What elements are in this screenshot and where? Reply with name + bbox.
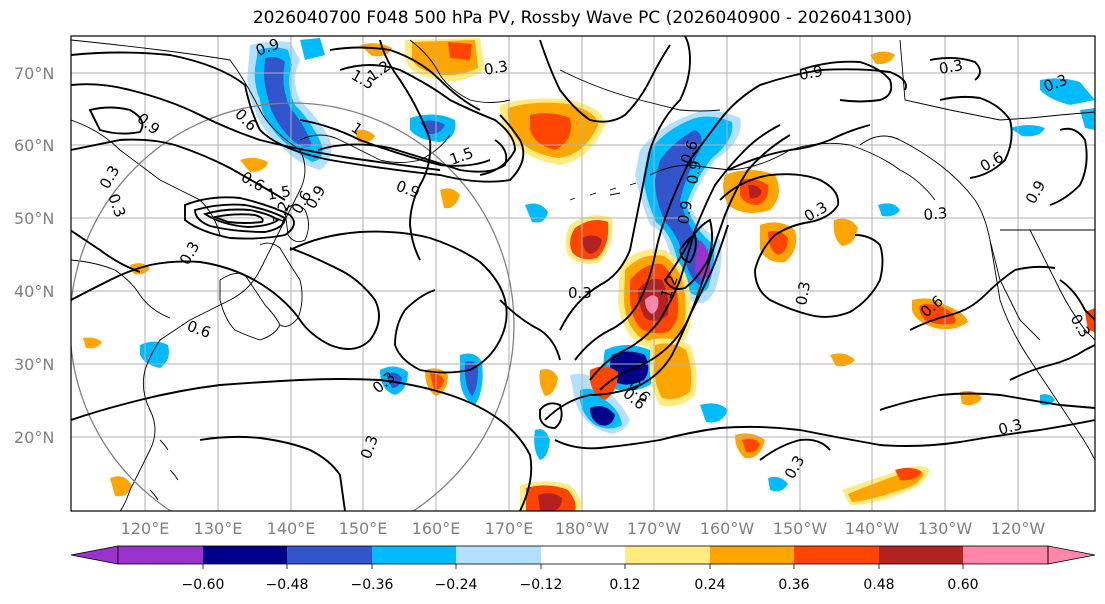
colorbar-label: 0.48 — [863, 577, 894, 593]
lon-label: 160°E — [412, 519, 461, 538]
pv-contours — [71, 36, 1095, 511]
lon-label: 140°W — [845, 519, 900, 538]
lon-label: 150°E — [339, 519, 388, 538]
lon-label: 180°W — [555, 519, 610, 538]
contour-label: 0.9 — [798, 62, 825, 84]
colorbar-segment — [456, 546, 541, 564]
colorbar-frame — [117, 545, 1049, 565]
lon-label: 130°W — [918, 519, 973, 538]
lon-label: 130°E — [194, 519, 243, 538]
contour-label: 0.9 — [253, 35, 282, 60]
lat-label: 70°N — [14, 64, 54, 83]
colorbar-label: 0.24 — [694, 577, 725, 593]
contour-label: 0.3 — [792, 280, 814, 307]
lon-label: 150°W — [773, 519, 828, 538]
map-body: 0.9 1.5 1.2 1 0.6 1.5 0.9 0.3 0.9 0.6 1.… — [71, 35, 1095, 511]
lat-label: 50°N — [14, 209, 54, 228]
colorbar: −0.60 −0.48 −0.36 −0.24 −0.12 0.12 0.24 … — [70, 545, 1096, 593]
contour-label: 1.5 — [266, 182, 293, 204]
contour-label: 0.3 — [996, 415, 1024, 439]
colorbar-label: −0.36 — [351, 577, 394, 593]
lat-label: 40°N — [14, 282, 54, 301]
colorbar-label: −0.48 — [266, 577, 309, 593]
contour-label: 0.3 — [938, 56, 965, 78]
colorbar-label: 0.12 — [609, 577, 640, 593]
colorbar-label: −0.12 — [520, 577, 563, 593]
colorbar-label: −0.24 — [435, 577, 478, 593]
lat-label: 20°N — [14, 428, 54, 447]
colorbar-min-extension — [70, 545, 119, 565]
colorbar-label: 0.60 — [947, 577, 978, 593]
contour-label: 0.9 — [683, 159, 705, 186]
longitude-labels: 120°E 130°E 140°E 150°E 160°E 170°E 180°… — [121, 519, 1046, 538]
colorbar-segment — [963, 546, 1048, 564]
colorbar-label: 0.36 — [778, 577, 809, 593]
colorbar-segment — [879, 546, 963, 564]
contour-label: 0.3 — [483, 57, 510, 79]
lat-label: 60°N — [14, 136, 54, 155]
region-circle — [71, 102, 515, 511]
contour-label: 0.3 — [923, 204, 948, 224]
colorbar-segment — [541, 546, 625, 564]
colorbar-segment — [710, 546, 794, 564]
contour-label: 0.9 — [674, 199, 696, 226]
lon-label: 120°W — [991, 519, 1046, 538]
colorbar-segment — [118, 546, 203, 564]
map-title: 2026040700 F048 500 hPa PV, Rossby Wave … — [252, 8, 913, 28]
colorbar-segment — [203, 546, 287, 564]
lon-label: 170°E — [485, 519, 534, 538]
lon-label: 160°W — [700, 519, 755, 538]
map-frame — [70, 35, 1096, 512]
colorbar-segment — [372, 546, 456, 564]
latitude-labels: 70°N 60°N 50°N 40°N 30°N 20°N — [14, 64, 54, 447]
contour-label: 0.3 — [568, 284, 592, 302]
lon-label: 170°W — [627, 519, 682, 538]
colorbar-segment — [794, 546, 879, 564]
lon-label: 140°E — [267, 519, 316, 538]
colorbar-max-extension — [1047, 545, 1096, 565]
lat-label: 30°N — [14, 355, 54, 374]
colorbar-label: −0.60 — [182, 577, 225, 593]
coastlines — [71, 39, 1095, 511]
colorbar-segment — [625, 546, 710, 564]
colorbar-segment — [287, 546, 372, 564]
lon-label: 120°E — [121, 519, 170, 538]
